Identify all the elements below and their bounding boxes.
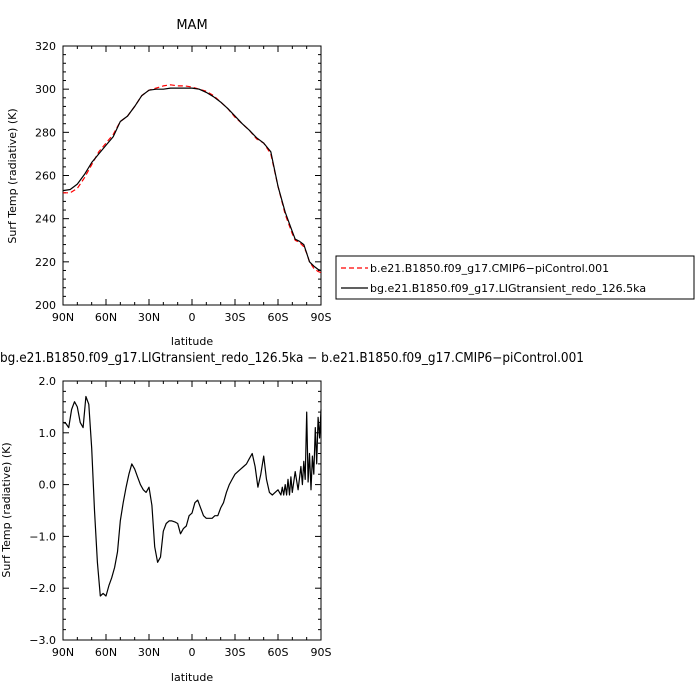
- bottom-xtick-label: 90S: [311, 646, 332, 659]
- bottom-plot-frame: [62, 380, 322, 641]
- top-chart-ylabel: Surf Temp (radiative) (K): [6, 108, 19, 243]
- bottom-xtick-label: 30N: [138, 646, 160, 659]
- top-ytick-label: 200: [35, 299, 56, 312]
- top-ytick-label: 300: [35, 83, 56, 96]
- bottom-plot-area: 90N 60N 30N 0 30S 60S 90S −3.0 −2.0 −1.0 0.0 1.0 2.0: [29, 375, 331, 659]
- top-series-line-0: [63, 84, 322, 274]
- bottom-xtick-label: 90N: [52, 646, 74, 659]
- top-chart-title: MAM: [176, 18, 207, 33]
- bottom-ytick-label: 2.0: [39, 375, 57, 388]
- legend-label-lig: bg.e21.B1850.f09_g17.LIGtransient_redo_1…: [370, 282, 646, 295]
- bottom-ytick-label: −1.0: [29, 530, 56, 543]
- top-ytick-label: 240: [35, 213, 56, 226]
- top-chart-xlabel: latitude: [171, 335, 213, 348]
- top-plot-area: 90N 60N 30N 0 30S 60S 90S 200 220 240 260 280 300 320: [35, 40, 332, 324]
- bottom-chart-xlabel: latitude: [171, 671, 213, 684]
- bottom-ytick-label: 1.0: [39, 427, 57, 440]
- bottom-ytick-label: −3.0: [29, 634, 56, 647]
- top-ytick-label: 260: [35, 170, 56, 183]
- top-xtick-label: 30S: [225, 311, 246, 324]
- bottom-xtick-label: 0: [189, 646, 196, 659]
- top-xtick-label: 60N: [95, 311, 117, 324]
- bottom-xtick-label: 60N: [95, 646, 117, 659]
- top-xtick-label: 90S: [311, 311, 332, 324]
- top-xtick-label: 0: [189, 311, 196, 324]
- top-chart-panel: MAM Surf Temp (radiative) (K) latitude: [6, 18, 213, 348]
- top-series-line-1: [62, 87, 322, 272]
- bottom-xtick-label: 30S: [225, 646, 246, 659]
- top-ytick-label: 220: [35, 256, 56, 269]
- legend-box: [335, 255, 695, 300]
- bottom-ytick-label: 0.0: [39, 479, 57, 492]
- bottom-chart-title: bg.e21.B1850.f09_g17.LIGtransient_redo_1…: [0, 351, 584, 366]
- top-xtick-label: 30N: [138, 311, 160, 324]
- bottom-ytick-label: −2.0: [29, 582, 56, 595]
- top-chart-legend: b.e21.B1850.f09_g17.CMIP6−piControl.001 …: [335, 255, 695, 300]
- bottom-xtick-label: 60S: [268, 646, 289, 659]
- top-ytick-label: 280: [35, 126, 56, 139]
- top-ytick-label: 320: [35, 40, 56, 53]
- top-xtick-label: 90N: [52, 311, 74, 324]
- top-plot-frame: [62, 45, 322, 306]
- bottom-chart-ylabel: Surf Temp (radiative) (K): [0, 442, 13, 577]
- bottom-chart-panel: bg.e21.B1850.f09_g17.LIGtransient_redo_1…: [0, 351, 584, 684]
- bottom-series-line-0: [62, 395, 322, 597]
- top-xtick-label: 60S: [268, 311, 289, 324]
- legend-label-control: b.e21.B1850.f09_g17.CMIP6−piControl.001: [370, 262, 609, 275]
